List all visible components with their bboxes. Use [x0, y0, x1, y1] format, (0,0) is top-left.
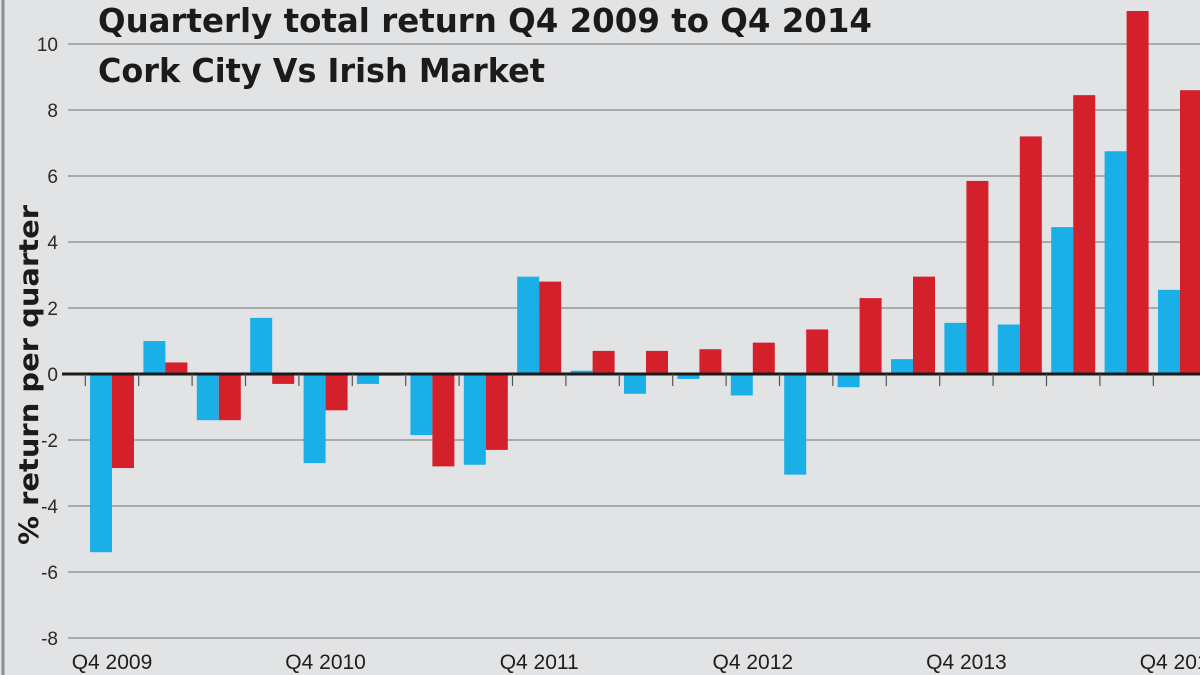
y-tick-label: -6: [41, 563, 58, 584]
bar-cork-city-q4-2011: [517, 276, 540, 374]
y-tick-label: -2: [41, 431, 58, 452]
bar-cork-city-q3-2014: [1104, 151, 1127, 374]
bar-irish-market-q1-2012: [592, 350, 615, 374]
bar-cork-city-q3-2010: [250, 317, 273, 374]
bar-cork-city-q2-2013: [837, 374, 860, 388]
bar-cork-city-q4-2013: [944, 322, 967, 374]
bar-irish-market-q1-2010: [165, 362, 188, 374]
x-tick-label: Q4 2012: [713, 651, 794, 674]
bar-irish-market-q2-2011: [432, 374, 455, 467]
y-tick-label: 10: [37, 35, 58, 56]
bar-irish-market-q3-2014: [1126, 11, 1149, 374]
y-tick-label: 8: [47, 101, 58, 122]
bar-cork-city-q3-2012: [677, 374, 700, 379]
x-tick-label: Q4 2011: [500, 651, 579, 674]
bar-cork-city-q1-2011: [357, 374, 379, 384]
bar-irish-market-q2-2013: [859, 298, 882, 374]
bar-cork-city-q1-2014: [997, 324, 1020, 374]
bar-cork-city-q1-2010: [143, 341, 166, 374]
bar-cork-city-q3-2013: [891, 359, 913, 374]
bar-irish-market-q2-2010: [218, 374, 241, 421]
bar-irish-market-q4-2013: [966, 180, 989, 374]
y-tick-label: -8: [41, 629, 58, 650]
bar-irish-market-q3-2010: [272, 374, 295, 384]
bar-irish-market-q3-2011: [485, 374, 508, 450]
x-tick-label: Q4 2010: [285, 651, 366, 674]
y-tick-label: 4: [47, 233, 58, 254]
bar-cork-city-q3-2011: [463, 374, 486, 465]
y-axis-label: % return per quarter: [14, 204, 45, 545]
bar-cork-city-q4-2010: [303, 374, 326, 464]
bar-cork-city-q2-2011: [410, 374, 433, 436]
bar-cork-city-q2-2014: [1051, 227, 1074, 374]
bar-cork-city-q2-2010: [196, 374, 219, 421]
chart-subtitle: Cork City Vs Irish Market: [98, 51, 545, 90]
bar-irish-market-q4-2012: [752, 342, 775, 374]
bar-irish-market-q1-2014: [1019, 136, 1042, 374]
bar-irish-market-q2-2012: [646, 350, 668, 374]
bar-cork-city-q2-2012: [624, 374, 646, 394]
x-tick-label: Q4 2013: [926, 651, 1007, 674]
bar-irish-market-q4-2014: [1180, 90, 1200, 374]
bar-irish-market-q4-2009: [112, 374, 134, 469]
y-tick-label: 6: [47, 167, 58, 188]
bar-irish-market-q2-2014: [1073, 95, 1096, 375]
x-tick-label: Q4 2014: [1140, 651, 1200, 674]
y-tick-label: 2: [47, 299, 58, 320]
bar-irish-market-q4-2010: [325, 374, 348, 411]
bar-cork-city-q1-2012: [570, 370, 593, 374]
bar-irish-market-q4-2011: [539, 281, 562, 374]
y-tick-label: 0: [47, 365, 58, 386]
y-tick-label: -4: [41, 497, 58, 518]
bar-irish-market-q3-2013: [913, 276, 935, 374]
bar-cork-city-q4-2009: [90, 374, 112, 553]
bar-cork-city-q4-2012: [730, 374, 753, 396]
bar-irish-market-q3-2012: [699, 349, 722, 374]
bar-cork-city-q1-2013: [784, 374, 807, 475]
bar-irish-market-q1-2013: [806, 329, 829, 374]
x-tick-label: Q4 2009: [72, 651, 153, 674]
chart-title: Quarterly total return Q4 2009 to Q4 201…: [98, 1, 872, 40]
bar-cork-city-q4-2014: [1158, 289, 1180, 374]
